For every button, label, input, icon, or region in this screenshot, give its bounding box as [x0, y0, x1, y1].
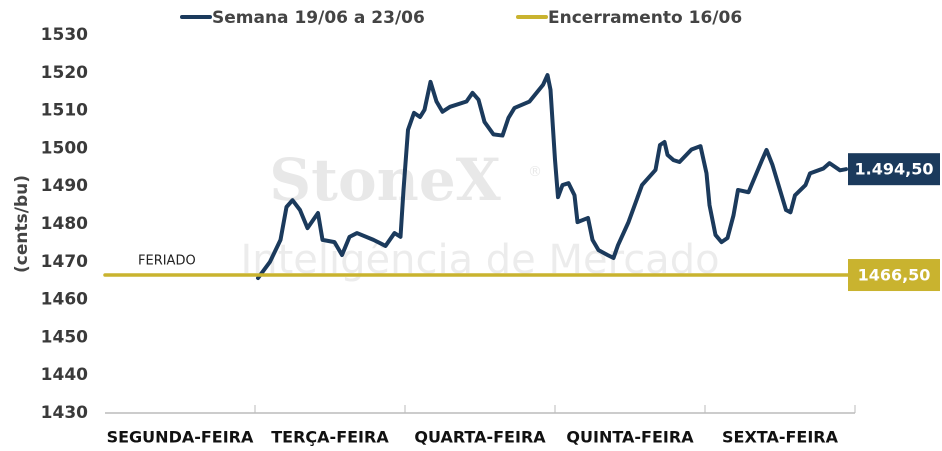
x-tick-label: SEXTA-FEIRA [722, 428, 839, 447]
end-label-box [848, 259, 940, 292]
end-label: 1.494,50 [855, 160, 934, 179]
y-tick-label: 1490 [41, 176, 88, 196]
annotation: FERIADO [138, 254, 196, 269]
y-axis-label: (cents/bu) [12, 175, 32, 273]
y-tick-label: 1430 [41, 403, 88, 423]
end-label: 1466,50 [858, 266, 931, 285]
y-tick-label: 1510 [41, 101, 88, 121]
legend-label: Encerramento 16/06 [548, 8, 742, 28]
y-tick-label: 1460 [41, 290, 88, 310]
legend-label: Semana 19/06 a 23/06 [212, 8, 425, 28]
x-tick-label: TERÇA-FEIRA [271, 428, 389, 447]
y-tick-label: 1480 [41, 214, 88, 234]
end-label-box [848, 153, 940, 186]
x-tick-label: QUARTA-FEIRA [414, 428, 546, 447]
y-tick-label: 1450 [41, 327, 88, 347]
watermark-logo: StoneX [269, 146, 500, 214]
y-tick-label: 1520 [41, 63, 88, 83]
series-line [256, 73, 848, 281]
x-tick-label: SEGUNDA-FEIRA [107, 428, 254, 447]
watermark: StoneX ® Inteligência de Mercado [240, 146, 719, 283]
y-tick-label: 1530 [41, 25, 88, 45]
y-tick-label: 1470 [41, 252, 88, 272]
y-tick-label: 1500 [41, 138, 88, 158]
y-tick-label: 1440 [41, 365, 88, 385]
x-tick-label: QUINTA-FEIRA [566, 428, 694, 447]
watermark-mark: ® [528, 164, 542, 180]
